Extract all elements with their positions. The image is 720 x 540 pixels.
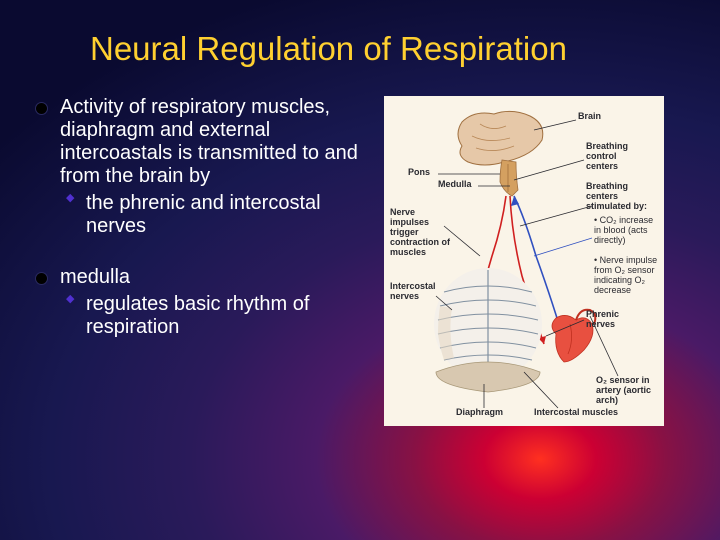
label-o2-impulse: Nerve impulse from O₂ sensor indicating … xyxy=(594,255,657,295)
label-breathing-centers: Breathing control centers xyxy=(586,142,646,172)
label-intercostal-nerves: Intercostal nerves xyxy=(390,282,446,302)
label-o2-sensor: O₂ sensor in artery (aortic arch) xyxy=(596,376,658,406)
label-diaphragm: Diaphragm xyxy=(456,408,503,418)
bullet-item: Activity of respiratory muscles, diaphra… xyxy=(60,96,360,238)
label-brain: Brain xyxy=(578,112,601,122)
slide: Neural Regulation of Respiration Activit… xyxy=(0,0,720,540)
label-breathing-stimulated: Breathing centers stimulated by: xyxy=(586,182,656,212)
diaphragm-icon xyxy=(436,362,540,392)
anatomy-diagram: Brain Pons Medulla Breathing control cen… xyxy=(384,96,664,426)
slide-title: Neural Regulation of Respiration xyxy=(90,30,680,68)
sub-text: regulates basic rhythm of respiration xyxy=(86,293,309,338)
content-row: Activity of respiratory muscles, diaphra… xyxy=(60,96,680,426)
bullet-text: Activity of respiratory muscles, diaphra… xyxy=(60,96,358,187)
label-intercostal-muscles: Intercostal muscles xyxy=(534,408,624,418)
sub-list: the phrenic and intercostal nerves xyxy=(60,192,360,238)
diagram-column: Brain Pons Medulla Breathing control cen… xyxy=(384,96,664,426)
label-nerve-trigger: Nerve impulses trigger contraction of mu… xyxy=(390,208,454,257)
label-pons: Pons xyxy=(408,168,430,178)
bullet-text: medulla xyxy=(60,266,130,288)
label-phrenic-nerves: Phrenic nerves xyxy=(586,310,636,330)
bullet-list: Activity of respiratory muscles, diaphra… xyxy=(60,96,360,339)
sub-text: the phrenic and intercostal nerves xyxy=(86,192,321,237)
sub-item: the phrenic and intercostal nerves xyxy=(60,192,360,238)
sub-item: regulates basic rhythm of respiration xyxy=(60,293,360,339)
label-medulla: Medulla xyxy=(438,180,472,190)
label-co2: CO₂ increase in blood (acts directly) xyxy=(594,215,653,245)
sub-list: regulates basic rhythm of respiration xyxy=(60,293,360,339)
text-column: Activity of respiratory muscles, diaphra… xyxy=(60,96,360,426)
bullet-item: medulla regulates basic rhythm of respir… xyxy=(60,266,360,339)
